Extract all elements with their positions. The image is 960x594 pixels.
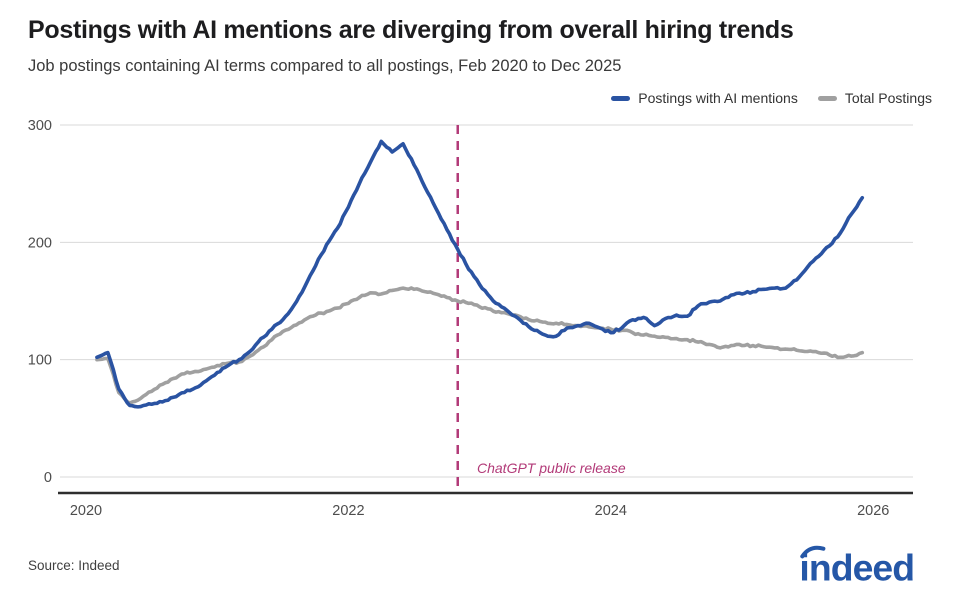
legend-label-ai: Postings with AI mentions <box>638 90 798 106</box>
chart-canvas: 0 100 200 300 2020 2022 2024 2026 <box>28 118 913 519</box>
chart-legend: Postings with AI mentions Total Postings <box>611 90 932 106</box>
page-subtitle: Job postings containing AI terms compare… <box>28 57 622 75</box>
svg-text:2020: 2020 <box>70 503 102 519</box>
chatgpt-release-annotation: ChatGPT public release <box>477 460 626 476</box>
indeed-logo-text: indeed <box>799 546 914 588</box>
legend-item-ai-mentions: Postings with AI mentions <box>611 90 798 106</box>
line-chart: 0 100 200 300 2020 2022 2024 2026 ChatGPT publi… <box>0 110 960 550</box>
svg-text:100: 100 <box>28 353 52 369</box>
source-note: Source: Indeed <box>28 558 120 573</box>
svg-text:0: 0 <box>44 470 52 486</box>
svg-text:2024: 2024 <box>595 503 627 519</box>
page-title: Postings with AI mentions are diverging … <box>28 16 794 44</box>
svg-text:200: 200 <box>28 235 52 251</box>
legend-item-total-postings: Total Postings <box>817 90 932 106</box>
indeed-logo: indeed <box>799 545 915 588</box>
legend-swatch-total-icon <box>817 95 837 101</box>
legend-label-total: Total Postings <box>844 90 932 106</box>
svg-text:2022: 2022 <box>332 503 364 519</box>
indeed-logo-arc-icon <box>800 545 826 559</box>
legend-swatch-ai-icon <box>611 95 631 101</box>
svg-text:300: 300 <box>28 118 52 134</box>
svg-text:2026: 2026 <box>857 503 889 519</box>
